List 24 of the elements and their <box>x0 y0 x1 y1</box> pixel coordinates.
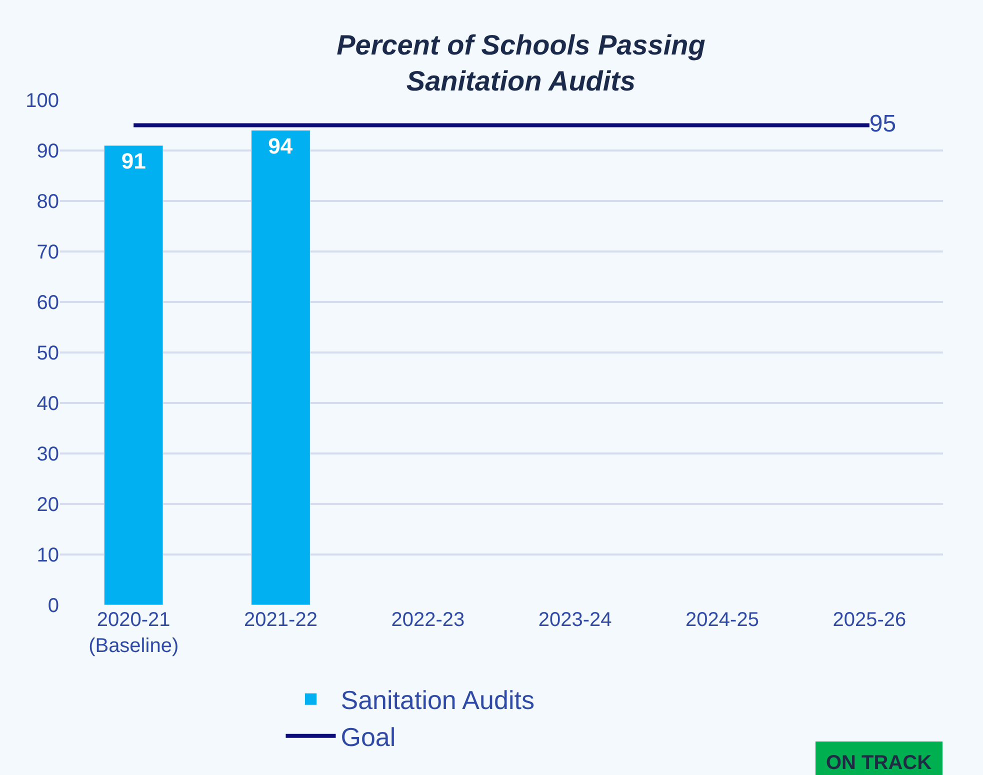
data-label: 95 <box>869 110 896 138</box>
x-tick-label: 2020-21 (Baseline) <box>88 609 179 657</box>
x-tick-label: 2022-23 <box>391 609 465 631</box>
x-tick-label: 2024-25 <box>686 609 759 631</box>
y-tick-label: 0 <box>48 595 59 617</box>
y-tick-label: 30 <box>36 444 59 466</box>
y-tick-label: 40 <box>36 393 59 415</box>
x-tick-label: 2023-24 <box>538 609 612 631</box>
y-tick-label: 90 <box>36 140 59 162</box>
y-tick-label: 80 <box>36 191 59 213</box>
data-label: 94 <box>268 133 294 158</box>
chart-title: Percent of Schools Passing Sanitation Audits <box>336 29 706 97</box>
x-tick-label: 2025-26 <box>832 609 906 631</box>
y-tick-label: 100 <box>26 90 59 112</box>
y-tick-label: 70 <box>36 242 59 264</box>
y-tick-label: 50 <box>36 342 59 364</box>
x-tick-label: 2021-22 <box>244 609 318 631</box>
y-tick-label: 20 <box>36 494 59 516</box>
text: ON TRACK <box>826 752 932 774</box>
legend-label: Goal <box>340 722 396 752</box>
y-tick-label: 60 <box>36 292 59 314</box>
data-label: 91 <box>121 148 146 174</box>
y-tick-label: 10 <box>36 544 59 566</box>
legend-label: Sanitation Audits <box>340 685 534 716</box>
